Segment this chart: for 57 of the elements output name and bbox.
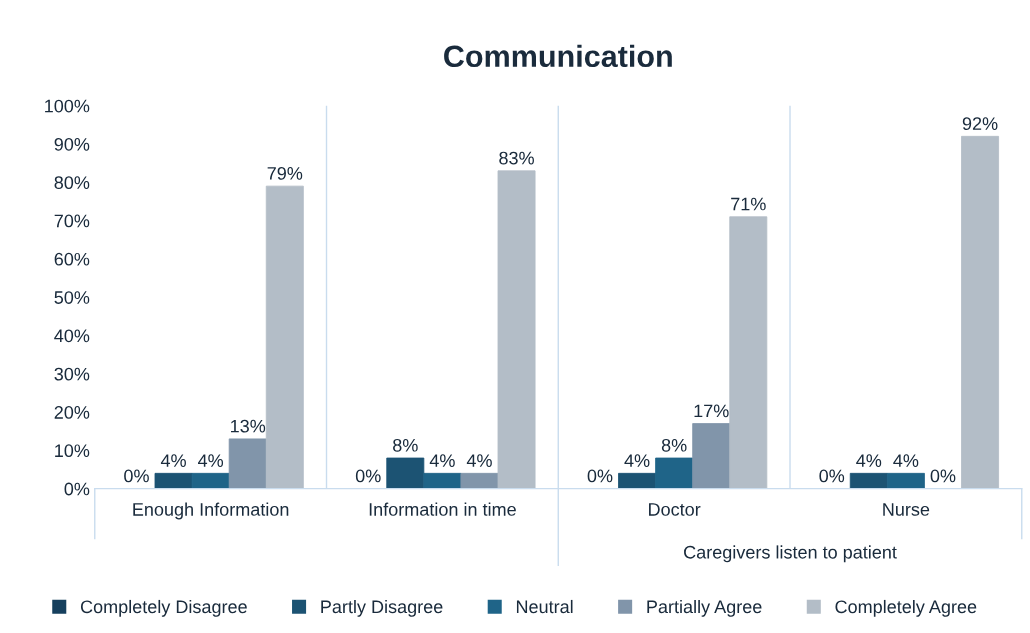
legend-label: Completely Agree <box>835 599 977 617</box>
data-label: 8% <box>661 438 687 452</box>
data-label: 0% <box>587 469 613 483</box>
y-tick-label: 90% <box>54 137 90 151</box>
bar <box>265 185 304 489</box>
y-tick-label: 0% <box>64 482 90 496</box>
data-label: 4% <box>893 454 919 467</box>
data-label: 4% <box>429 454 455 467</box>
y-tick-label: 80% <box>54 176 90 190</box>
data-label: 0% <box>355 469 381 483</box>
bar <box>386 457 425 489</box>
bar <box>849 472 888 489</box>
x-tick-label: Information in time <box>369 502 516 516</box>
data-label: 4% <box>160 454 186 467</box>
bar <box>497 170 536 489</box>
data-label: 0% <box>819 469 845 483</box>
bar <box>729 216 768 489</box>
chart-title: Communication <box>444 44 672 68</box>
y-tick-label: 70% <box>54 214 90 228</box>
bar <box>692 423 731 489</box>
data-label: 0% <box>930 469 956 483</box>
x-tick-label: Doctor <box>649 503 701 516</box>
bar <box>191 472 230 489</box>
data-label: 4% <box>624 454 650 467</box>
data-label: 17% <box>694 404 729 418</box>
data-label: 83% <box>499 151 534 165</box>
bar <box>618 472 657 489</box>
data-label: 13% <box>231 419 266 433</box>
bar <box>655 457 694 489</box>
y-tick-label: 30% <box>54 367 90 381</box>
data-label: 71% <box>731 197 766 211</box>
y-tick-label: 10% <box>55 444 90 458</box>
bar <box>460 472 499 489</box>
x-tick-label: Nurse <box>883 503 930 516</box>
legend-label: Neutral <box>516 599 573 614</box>
bar <box>154 472 193 489</box>
data-label: 8% <box>393 438 418 452</box>
legend-label: Partly Disagree <box>321 599 443 617</box>
data-label: 79% <box>267 167 303 180</box>
bar <box>228 438 267 489</box>
data-label: 4% <box>856 454 882 467</box>
y-tick-label: 20% <box>54 406 90 419</box>
y-tick-label: 100% <box>45 99 90 113</box>
data-label: 92% <box>962 117 998 130</box>
text: Caregivers listen to patient <box>684 545 897 563</box>
legend-label: Partially Agree <box>647 599 762 617</box>
bar <box>886 472 925 489</box>
data-label: 0% <box>124 469 149 483</box>
data-label: 4% <box>198 454 224 467</box>
x-tick-label: Enough Information <box>133 502 289 520</box>
data-label: 4% <box>466 454 492 467</box>
y-tick-label: 50% <box>54 291 90 304</box>
y-tick-label: 60% <box>54 252 90 266</box>
bar <box>423 472 462 489</box>
bar <box>961 135 1000 489</box>
legend-label: Completely Disagree <box>80 599 247 617</box>
y-tick-label: 40% <box>54 329 90 343</box>
